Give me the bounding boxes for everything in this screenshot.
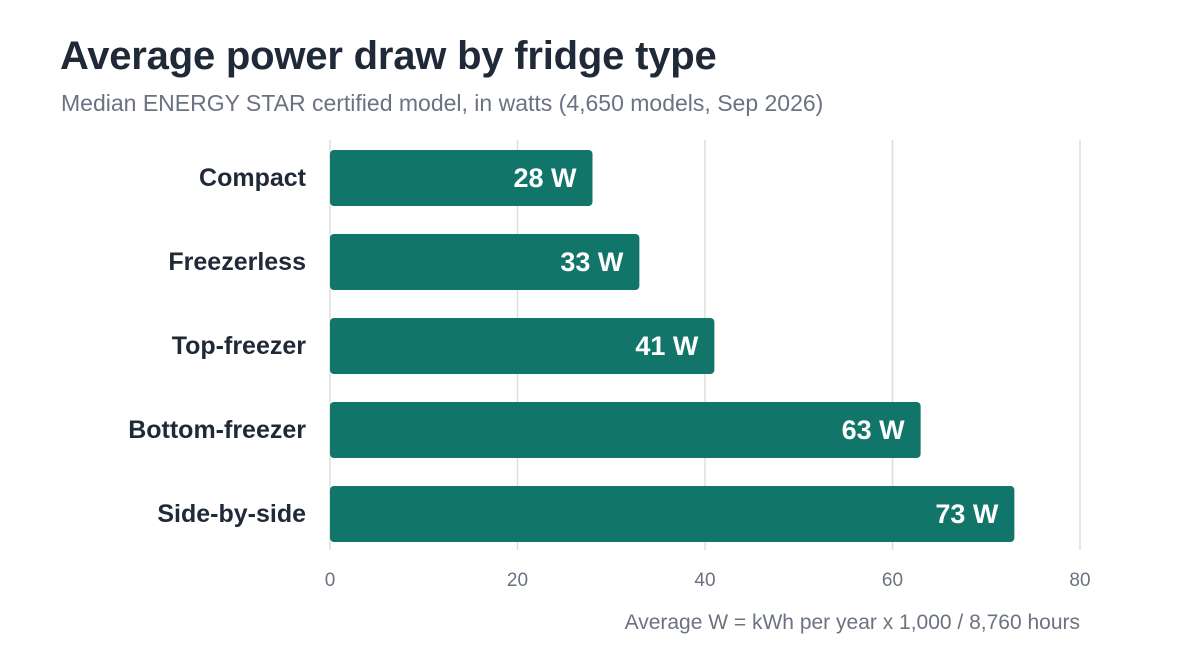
category-label: Side-by-side xyxy=(157,500,306,528)
category-label: Freezerless xyxy=(168,248,306,276)
bar xyxy=(330,486,1015,542)
bar xyxy=(330,150,593,206)
bar xyxy=(330,234,640,290)
category-label: Compact xyxy=(199,164,307,192)
x-tick-label: 20 xyxy=(507,570,528,591)
chart-subtitle: Median ENERGY STAR certified model, in w… xyxy=(61,90,824,116)
category-labels: Compact Freezerless Top-freezer Bottom-free… xyxy=(128,164,306,528)
bar-value-label: 73 W xyxy=(935,499,999,529)
bar xyxy=(330,402,921,458)
chart-footnote: Average W = kWh per year x 1,000 / 8,760… xyxy=(624,611,1080,634)
bars: 28 W 33 W 41 W 63 W 73 W xyxy=(330,150,1015,542)
bar-value-label: 28 W xyxy=(513,163,577,193)
chart-title: Average power draw by fridge type xyxy=(60,34,717,78)
bar-value-label: 63 W xyxy=(842,415,906,445)
category-label: Top-freezer xyxy=(172,332,307,360)
bar xyxy=(330,318,715,374)
bar-value-label: 33 W xyxy=(560,247,624,277)
x-axis-ticks: 0 20 40 60 80 xyxy=(325,570,1091,591)
x-tick-label: 0 xyxy=(325,570,336,591)
category-label: Bottom-freezer xyxy=(128,416,306,444)
x-tick-label: 40 xyxy=(694,570,715,591)
bar-value-label: 41 W xyxy=(635,331,699,361)
x-tick-label: 60 xyxy=(882,570,903,591)
x-tick-label: 80 xyxy=(1069,570,1090,591)
